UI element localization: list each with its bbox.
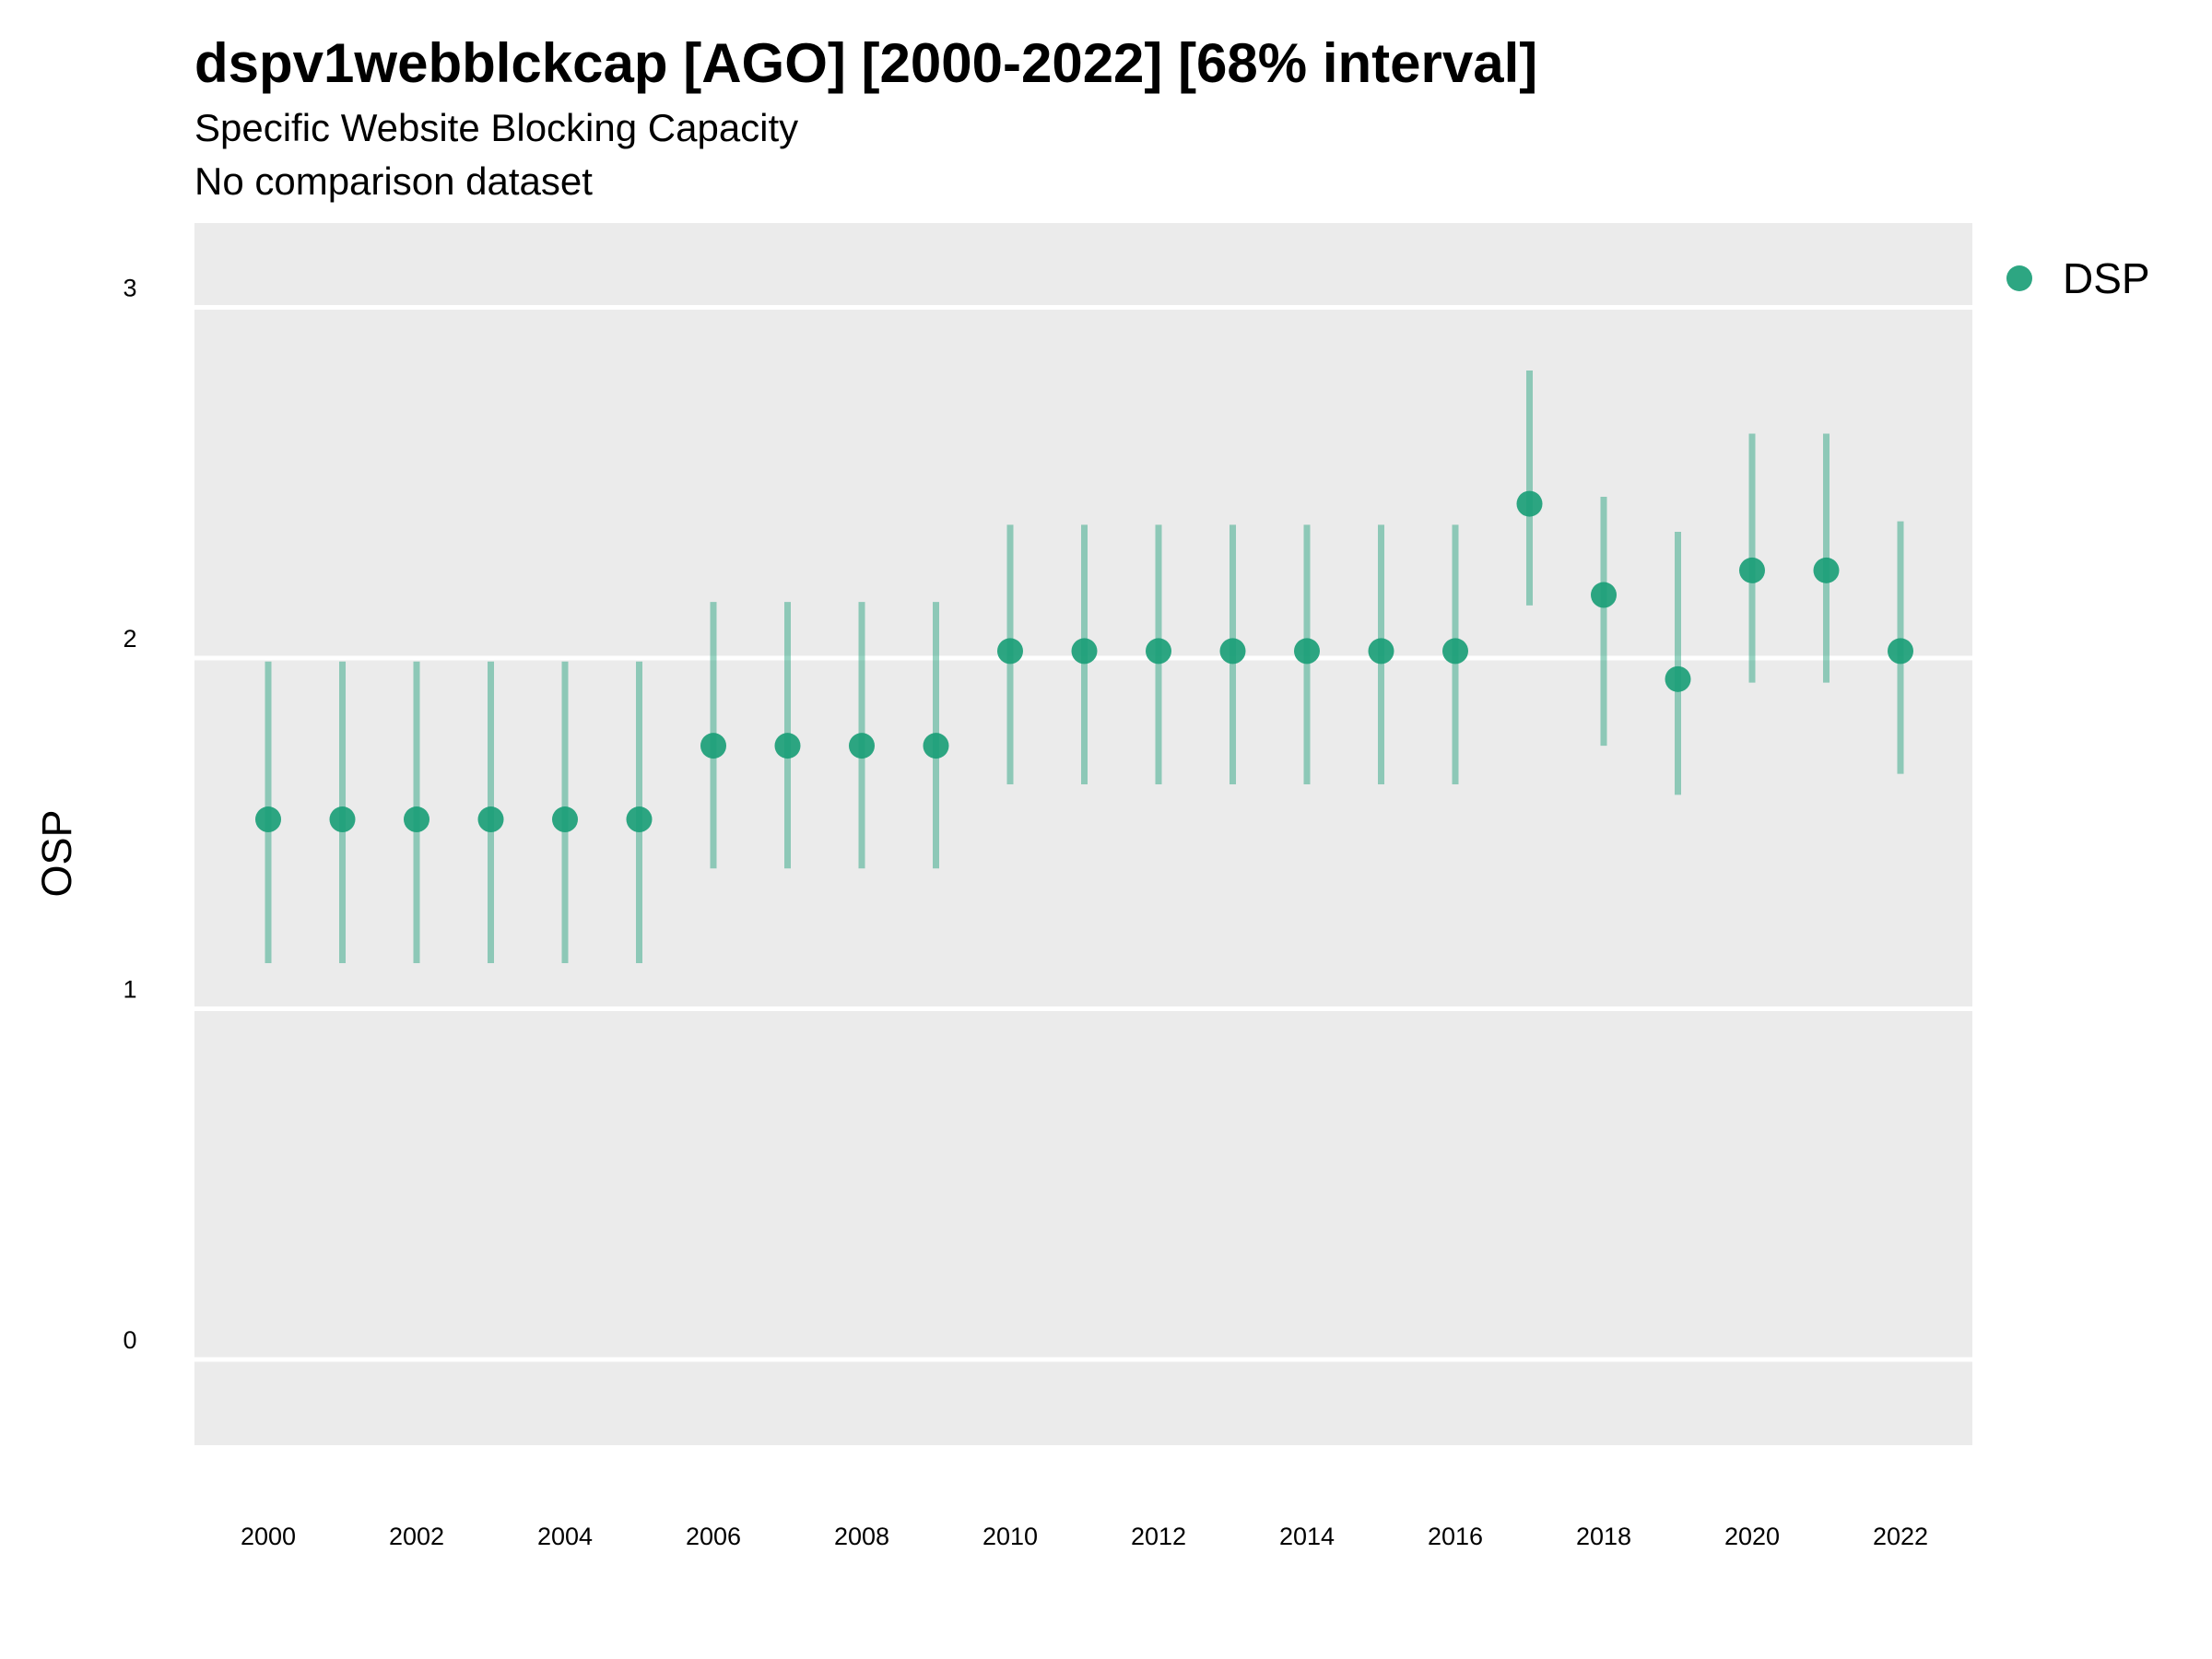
data-point xyxy=(1591,582,1617,608)
data-point xyxy=(1146,638,1171,665)
data-point xyxy=(700,733,726,759)
x-tick-label: 2012 xyxy=(1131,1523,1186,1550)
data-point xyxy=(849,733,875,759)
data-point xyxy=(1442,638,1468,665)
x-tick-label: 2006 xyxy=(686,1523,741,1550)
legend-label-dsp: DSP xyxy=(2063,254,2150,302)
data-point xyxy=(552,806,578,833)
data-point xyxy=(1813,557,1840,583)
data-point xyxy=(1368,638,1394,665)
x-axis-ticks: 2000 2002 2004 2006 2008 2010 2012 2014 2016 2018… xyxy=(241,1523,1928,1550)
chart-title: dspv1webblckcap [AGO] [2000-2022] [68% i… xyxy=(194,32,1538,94)
data-point xyxy=(404,806,429,833)
data-point xyxy=(255,806,281,833)
x-tick-label: 2004 xyxy=(537,1523,593,1550)
y-axis-ticks: 0 1 2 3 xyxy=(123,275,136,1355)
data-point xyxy=(1888,638,1913,665)
x-tick-label: 2000 xyxy=(241,1523,296,1550)
x-tick-label: 2014 xyxy=(1279,1523,1335,1550)
x-tick-label: 2018 xyxy=(1576,1523,1631,1550)
x-tick-label: 2002 xyxy=(389,1523,444,1550)
data-point xyxy=(477,806,504,833)
legend-key-dsp xyxy=(2006,265,2032,291)
x-tick-label: 2010 xyxy=(982,1523,1038,1550)
data-point xyxy=(997,638,1023,665)
x-tick-label: 2008 xyxy=(834,1523,889,1550)
y-tick-label: 3 xyxy=(123,275,136,302)
y-axis-label: OSP xyxy=(33,809,80,897)
data-point xyxy=(1219,638,1246,665)
y-tick-label: 0 xyxy=(123,1326,136,1354)
chart-caption: No comparison dataset xyxy=(194,159,593,203)
data-point xyxy=(774,733,801,759)
data-point xyxy=(923,733,949,759)
data-point xyxy=(329,806,356,833)
x-tick-label: 2016 xyxy=(1428,1523,1483,1550)
data-points xyxy=(255,490,1913,833)
x-tick-label: 2020 xyxy=(1724,1523,1780,1550)
data-point xyxy=(1294,638,1320,665)
data-point xyxy=(1665,665,1691,692)
plot-panel xyxy=(194,223,1972,1445)
data-point xyxy=(1516,490,1543,517)
x-tick-label: 2022 xyxy=(1873,1523,1928,1550)
data-point xyxy=(1739,557,1765,583)
y-tick-label: 1 xyxy=(123,976,136,1004)
chart-subtitle: Specific Website Blocking Capacity xyxy=(194,106,799,149)
legend: DSP xyxy=(2006,254,2150,302)
data-point xyxy=(626,806,653,833)
y-tick-label: 2 xyxy=(123,625,136,653)
data-point xyxy=(1071,638,1098,665)
